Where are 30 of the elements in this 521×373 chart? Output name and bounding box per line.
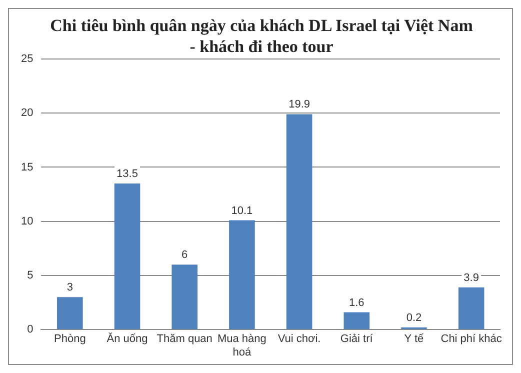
x-tick-label: Giải trí	[340, 333, 374, 346]
x-tick-label: Ăn uống	[106, 332, 148, 346]
x-tick-label: Chi phí khác	[440, 333, 502, 346]
y-tick-label: 15	[20, 161, 34, 174]
y-tick-label: 20	[20, 107, 34, 120]
data-label: 3	[66, 282, 73, 294]
bar	[458, 287, 484, 330]
y-tick-label: 0	[27, 324, 34, 336]
bar	[57, 297, 83, 330]
bar	[172, 264, 198, 330]
x-tick-label: Thăm quan	[156, 333, 212, 346]
bar	[286, 114, 312, 330]
y-tick-label: 5	[27, 270, 34, 282]
bar	[229, 220, 255, 330]
bar	[114, 183, 140, 330]
data-label: 10.1	[231, 204, 253, 217]
x-tick-label: Phòng	[54, 333, 86, 346]
x-tick-label: Vui chơi.	[278, 333, 321, 346]
data-label: 13.5	[116, 168, 138, 180]
data-label: 1.6	[348, 296, 364, 309]
y-tick-label: 25	[20, 53, 34, 66]
data-label: 6	[182, 249, 188, 262]
bar	[344, 312, 370, 330]
data-label: 3.9	[464, 272, 479, 284]
chart-title: Chi tiêu bình quân ngày của khách DL Israel tại Việt Nam - khách đi theo tour	[49, 15, 474, 57]
data-label: 0.2	[406, 312, 422, 324]
y-tick-label: 10	[20, 215, 34, 228]
data-label: 19.9	[288, 98, 310, 111]
x-tick-label: Y tế	[404, 333, 424, 346]
x-tick-label: Mua hàng hoá	[217, 333, 266, 358]
